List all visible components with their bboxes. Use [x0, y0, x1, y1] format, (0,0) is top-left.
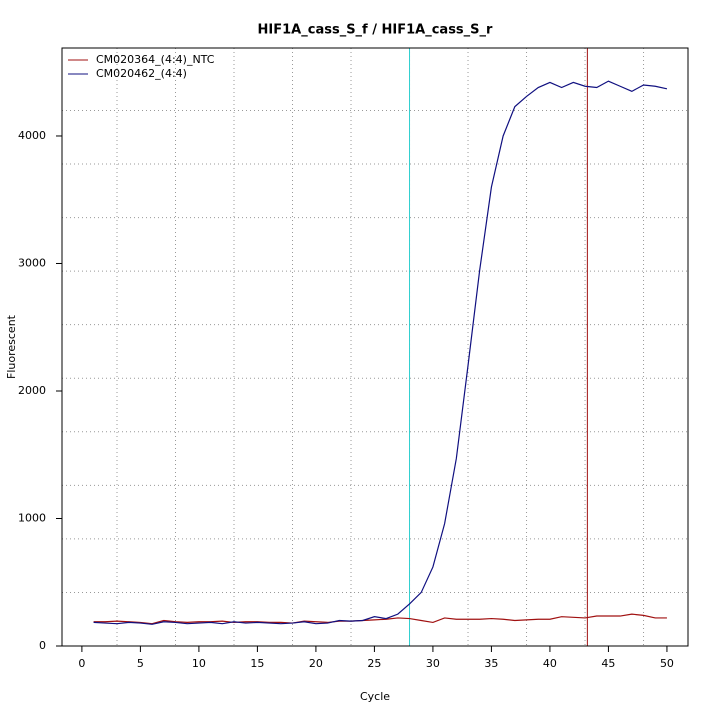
x-tick-label: 15 [250, 657, 264, 670]
y-tick-label: 3000 [18, 256, 46, 269]
y-tick-label: 0 [39, 639, 46, 652]
x-tick-label: 40 [543, 657, 557, 670]
y-tick-label: 4000 [18, 129, 46, 142]
x-tick-label: 35 [484, 657, 498, 670]
legend-label: CM020462_(4:4) [96, 67, 187, 80]
chart-title: HIF1A_cass_S_f / HIF1A_cass_S_r [258, 23, 493, 38]
y-tick-label: 2000 [18, 384, 46, 397]
series-line [93, 613, 667, 625]
x-tick-label: 30 [426, 657, 440, 670]
y-tick-label: 1000 [18, 511, 46, 524]
series-line [93, 80, 668, 625]
x-tick-label: 0 [78, 657, 85, 670]
legend-label: CM020364_(4:4)_NTC [96, 53, 215, 66]
x-tick-label: 10 [192, 657, 206, 670]
y-axis-label: Fluorescent [5, 314, 18, 379]
x-tick-label: 50 [660, 657, 674, 670]
x-tick-label: 20 [309, 657, 323, 670]
x-tick-label: 45 [601, 657, 615, 670]
plot-frame [61, 47, 689, 647]
x-tick-label: 25 [367, 657, 381, 670]
x-axis-label: Cycle [360, 690, 390, 703]
x-tick-label: 5 [137, 657, 144, 670]
